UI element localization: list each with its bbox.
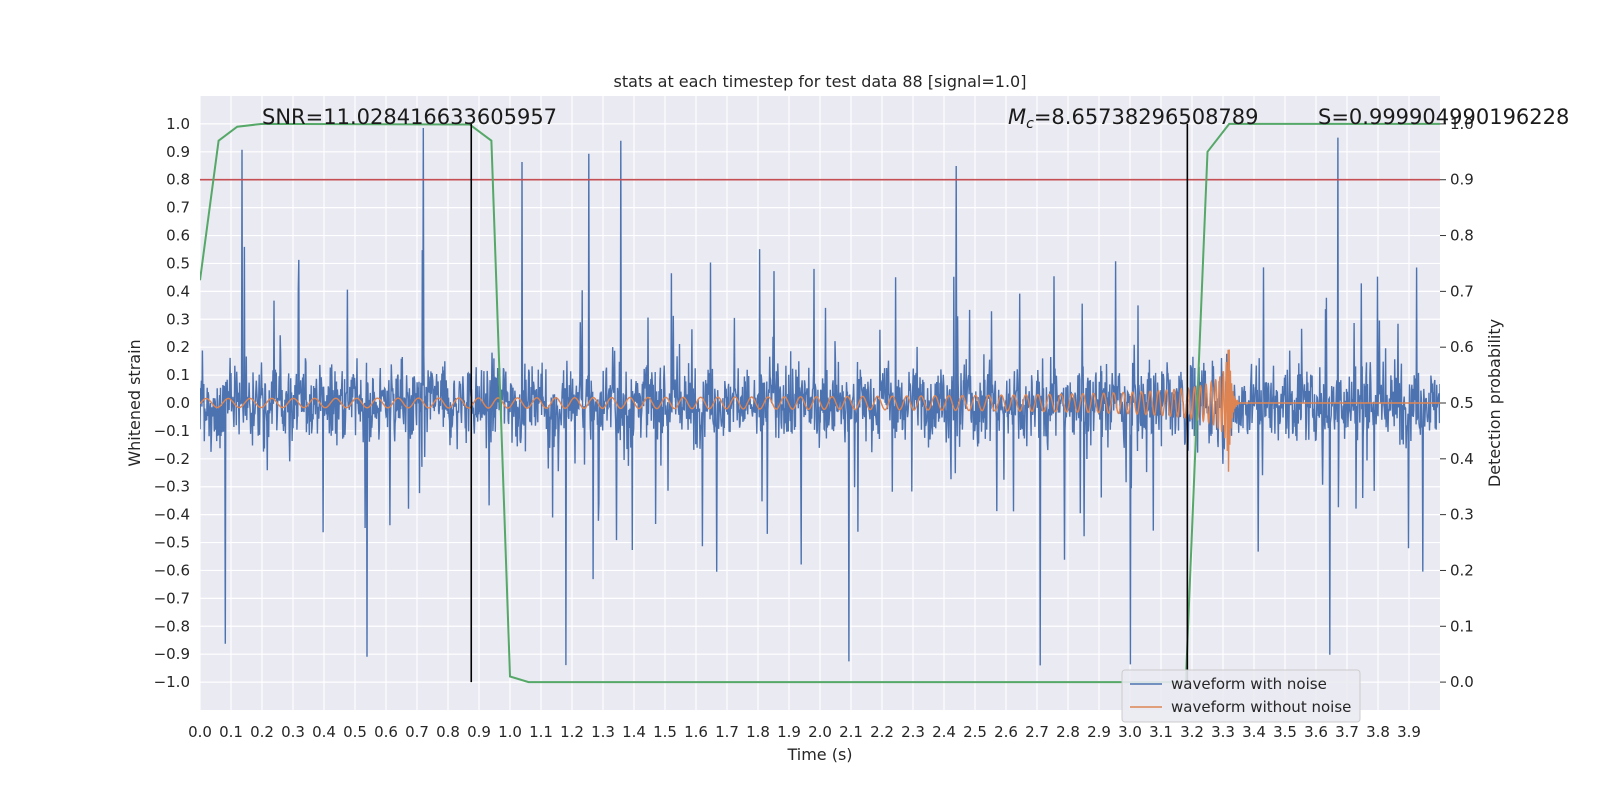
detection-probability-line: [200, 122, 1440, 684]
y2-tick-label: 0.7: [1450, 282, 1474, 300]
x-tick-label: 3.5: [1273, 723, 1297, 741]
chart-title: stats at each timestep for test data 88 …: [614, 72, 1027, 91]
y2-tick-label: 0.6: [1450, 338, 1474, 356]
x-tick-label: 0.4: [312, 723, 336, 741]
y-axis-ticks: 1.0 0.9 0.8 0.7 0.6 0.5 0.4 0.3 0.2 0.1 0.0 −0.1 −0.…: [154, 115, 190, 691]
legend-box: [1121, 669, 1361, 723]
x-tick-label: 1.0: [498, 723, 522, 741]
y2-tick-label: 0.8: [1450, 227, 1474, 245]
x-tick-label: 3.1: [1149, 723, 1173, 741]
y-tick-label: 0.9: [166, 143, 190, 161]
y-tick-label: 0.7: [166, 199, 190, 217]
y2-tick-label: 0.4: [1450, 450, 1474, 468]
y2-tick-label: 0.0: [1450, 673, 1474, 691]
y-tick-label: 0.8: [166, 171, 190, 189]
x-tick-label: 1.6: [684, 723, 708, 741]
x-tick-label: 2.0: [808, 723, 832, 741]
x-tick-label: 1.1: [529, 723, 553, 741]
legend-label-noise: waveform with noise: [1171, 675, 1327, 693]
y-tick-label: 1.0: [166, 115, 190, 133]
y-tick-label: −0.8: [154, 617, 190, 635]
x-tick-label: 3.4: [1242, 723, 1266, 741]
y2-axis-ticks: 1.0 0.9 0.8 0.7 0.6 0.5 0.4 0.3 0.2 0.1 0.0: [1440, 115, 1474, 691]
x-tick-label: 0.7: [405, 723, 429, 741]
chirp-mass-annotation: Mc=8.65738296508789: [1008, 105, 1259, 132]
x-tick-label: 2.2: [870, 723, 894, 741]
y-tick-label: −0.6: [154, 561, 190, 579]
x-tick-label: 2.5: [963, 723, 987, 741]
x-tick-label: 1.8: [746, 723, 770, 741]
y-tick-label: 0.2: [166, 338, 190, 356]
x-tick-label: 1.5: [653, 723, 677, 741]
x-tick-label: 0.8: [436, 723, 460, 741]
x-tick-label: 2.4: [932, 723, 956, 741]
y2-tick-label: 1.0: [1450, 115, 1474, 133]
x-tick-label: 2.3: [901, 723, 925, 741]
x-tick-label: 3.0: [1118, 723, 1142, 741]
x-tick-label: 2.8: [1056, 723, 1080, 741]
y2-tick-label: 0.3: [1450, 506, 1474, 524]
chirp-mass-subscript: c: [1026, 116, 1034, 132]
x-tick-label: 2.1: [839, 723, 863, 741]
x-tick-label: 3.9: [1397, 723, 1421, 741]
x-tick-label: 2.9: [1087, 723, 1111, 741]
y2-tick-label: 0.5: [1450, 394, 1474, 412]
x-tick-label: 1.3: [591, 723, 615, 741]
x-tick-label: 1.4: [622, 723, 646, 741]
chirp-mass-symbol: M: [1008, 105, 1026, 129]
x-tick-label: 1.9: [777, 723, 801, 741]
y-tick-label: −0.2: [154, 450, 190, 468]
legend: waveform with noise waveform without noi…: [1121, 669, 1361, 723]
x-tick-label: 2.7: [1025, 723, 1049, 741]
x-tick-label: 3.6: [1304, 723, 1328, 741]
y-tick-label: 0.0: [166, 394, 190, 412]
x-tick-label: 0.0: [188, 723, 212, 741]
waveform-without-noise-line: [200, 349, 1440, 472]
s-annotation: S=0.999904990196228: [1318, 105, 1569, 129]
x-tick-label: 0.9: [467, 723, 491, 741]
x-axis-ticks: 0.0 0.1 0.2 0.3 0.4 0.5 0.6 0.7 0.8 0.9 1.0 1.1 1.2 1…: [188, 723, 1421, 741]
x-tick-label: 2.6: [994, 723, 1018, 741]
y2-axis-label: Detection probability: [1485, 319, 1504, 487]
snr-annotation: SNR=11.028416633605957: [262, 105, 557, 129]
y2-tick-label: 0.2: [1450, 561, 1474, 579]
legend-label-clean: waveform without noise: [1171, 698, 1351, 716]
y2-tick-label: 0.1: [1450, 617, 1474, 635]
waveform-with-noise-line: [200, 127, 1440, 666]
y-tick-label: 0.6: [166, 227, 190, 245]
y-tick-label: −1.0: [154, 673, 190, 691]
x-tick-label: 1.2: [560, 723, 584, 741]
y-tick-label: −0.3: [154, 478, 190, 496]
y2-tick-label: 0.9: [1450, 171, 1474, 189]
x-tick-label: 0.6: [374, 723, 398, 741]
y-tick-label: −0.4: [154, 506, 190, 524]
x-tick-label: 3.3: [1211, 723, 1235, 741]
x-tick-label: 1.7: [715, 723, 739, 741]
x-axis-label: Time (s): [786, 745, 852, 764]
y-tick-label: −0.9: [154, 645, 190, 663]
y-tick-label: 0.3: [166, 310, 190, 328]
x-tick-label: 3.7: [1335, 723, 1359, 741]
y-axis-label: Whitened strain: [125, 339, 144, 466]
x-tick-label: 3.2: [1180, 723, 1204, 741]
x-tick-label: 0.5: [343, 723, 367, 741]
y-tick-label: −0.5: [154, 534, 190, 552]
y-tick-label: 0.1: [166, 366, 190, 384]
x-tick-label: 0.1: [219, 723, 243, 741]
y-tick-label: −0.7: [154, 589, 190, 607]
x-tick-label: 3.8: [1366, 723, 1390, 741]
y-tick-label: −0.1: [154, 422, 190, 440]
chirp-mass-value: =8.65738296508789: [1034, 105, 1259, 129]
x-tick-label: 0.2: [250, 723, 274, 741]
y-tick-label: 0.5: [166, 254, 190, 272]
y-tick-label: 0.4: [166, 282, 190, 300]
plot-content: [200, 122, 1440, 684]
x-tick-label: 0.3: [281, 723, 305, 741]
